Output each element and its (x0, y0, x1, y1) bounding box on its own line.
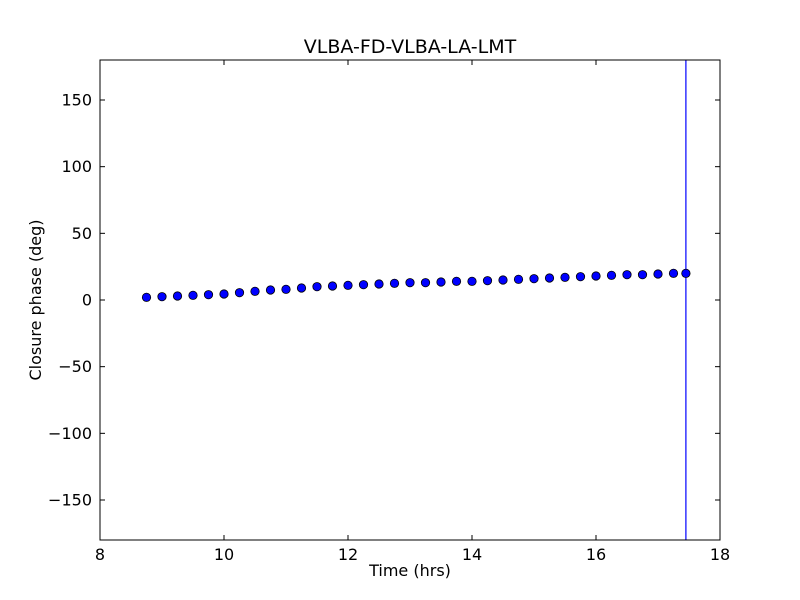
y-tick-label: 50 (72, 224, 92, 243)
data-point (188, 290, 198, 300)
data-point (591, 271, 601, 281)
x-tick-label: 18 (710, 545, 730, 564)
data-point (358, 280, 369, 290)
data-point (544, 273, 555, 283)
data-point (157, 292, 167, 302)
data-point (436, 277, 446, 287)
axis-ticks: 8 10 12 14 16 18 −150 −100 −50 0 50 100 150 (48, 60, 730, 564)
y-axis-label: Closure phase (deg) (26, 219, 45, 380)
data-point (343, 280, 353, 290)
y-tick-label: 100 (61, 157, 92, 176)
data-point (141, 292, 152, 302)
data-point (203, 290, 214, 300)
data-point (234, 288, 245, 298)
data-point (668, 268, 679, 278)
x-tick-label: 12 (338, 545, 358, 564)
data-point (653, 269, 663, 279)
data-point (498, 275, 508, 285)
data-point (389, 278, 400, 288)
x-tick-label: 8 (95, 545, 105, 564)
data-point (172, 291, 183, 301)
data-point (622, 270, 632, 280)
x-axis-label: Time (hrs) (368, 561, 451, 580)
data-point (219, 289, 229, 299)
data-point (637, 270, 648, 280)
data-point (606, 270, 617, 280)
data-point (560, 272, 570, 282)
data-point (575, 272, 586, 282)
y-tick-label: −50 (58, 357, 92, 376)
plot-frame (99, 59, 721, 541)
data-point (281, 284, 291, 294)
x-tick-label: 16 (586, 545, 606, 564)
data-point (327, 281, 338, 291)
data-point (467, 276, 477, 286)
data-point (312, 282, 322, 292)
y-tick-label: 0 (82, 291, 92, 310)
data-point (296, 283, 307, 293)
data-point (513, 274, 524, 284)
x-tick-label: 14 (462, 545, 482, 564)
data-point (374, 279, 384, 289)
chart-title: VLBA-FD-VLBA-LA-LMT (304, 36, 517, 58)
x-tick-label: 10 (214, 545, 234, 564)
y-tick-label: −100 (48, 424, 92, 443)
data-point (250, 286, 260, 296)
plot-area (141, 60, 691, 540)
data-point (405, 278, 415, 288)
data-point (265, 285, 276, 295)
y-tick-label: −150 (48, 491, 92, 510)
data-point (451, 276, 462, 286)
data-point (482, 276, 493, 286)
data-point (529, 274, 539, 284)
data-point (420, 278, 431, 288)
data-point (681, 268, 691, 278)
y-tick-label: 150 (61, 91, 92, 110)
